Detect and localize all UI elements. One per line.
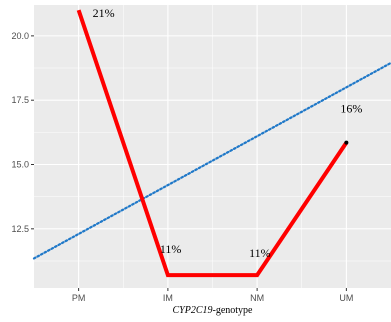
x-tick-label: IM: [163, 293, 173, 303]
x-axis-title-gene: CYP2C19: [172, 305, 212, 316]
series-line: [76, 9, 349, 278]
y-tick-label: 17.5: [11, 95, 29, 105]
data-label: 21%: [93, 6, 115, 20]
x-axis: PM IM NM UM: [72, 288, 353, 303]
trend-line-layer: [32, 61, 391, 260]
data-labels: 21% 11% 11% 16%: [93, 6, 363, 260]
trend-line: [32, 61, 391, 260]
x-axis-title: CYP2C19-genotype: [172, 305, 253, 316]
series-layer: [76, 9, 349, 278]
x-tick-label: NM: [250, 293, 264, 303]
data-label: 11%: [160, 242, 182, 256]
y-tick-label: 15.0: [11, 160, 29, 170]
data-label: 16%: [340, 102, 362, 116]
y-tick-label: 20.0: [11, 31, 29, 41]
x-tick-label: PM: [72, 293, 86, 303]
major-gridlines: [34, 5, 391, 288]
endpoint-point: [344, 140, 349, 145]
y-axis: 12.5 15.0 17.5 20.0: [11, 31, 34, 234]
x-axis-title-suffix: -genotype: [213, 305, 254, 316]
data-label: 11%: [249, 246, 271, 260]
y-tick-label: 12.5: [11, 224, 29, 234]
x-tick-label: UM: [339, 293, 353, 303]
minor-gridlines: [34, 5, 391, 288]
